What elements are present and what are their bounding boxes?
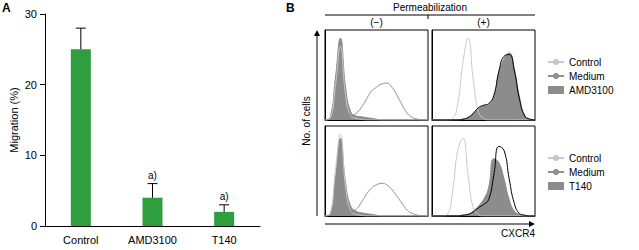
- svg-text:Medium: Medium: [569, 71, 605, 82]
- svg-text:10: 10: [25, 149, 37, 161]
- svg-text:T140: T140: [569, 181, 592, 192]
- svg-text:Permeabilization: Permeabilization: [393, 2, 467, 13]
- svg-text:0: 0: [31, 220, 37, 232]
- svg-text:T140: T140: [212, 234, 237, 246]
- svg-text:20: 20: [25, 79, 37, 91]
- svg-text:(−): (−): [370, 17, 383, 28]
- svg-text:Control: Control: [569, 153, 601, 164]
- svg-text:Medium: Medium: [569, 167, 605, 178]
- svg-text:AMD3100: AMD3100: [569, 85, 614, 96]
- svg-text:a): a): [220, 191, 229, 202]
- svg-text:Control: Control: [63, 234, 98, 246]
- svg-text:No. of cells: No. of cells: [301, 96, 312, 145]
- svg-text:A: A: [2, 1, 11, 15]
- svg-text:30: 30: [25, 8, 37, 20]
- svg-text:(+): (+): [477, 17, 490, 28]
- svg-text:B: B: [286, 1, 295, 15]
- svg-text:Control: Control: [569, 57, 601, 68]
- svg-text:CXCR4: CXCR4: [501, 228, 535, 239]
- svg-text:Migration (%): Migration (%): [8, 87, 20, 152]
- svg-text:a): a): [148, 170, 157, 181]
- svg-text:AMD3100: AMD3100: [128, 234, 177, 246]
